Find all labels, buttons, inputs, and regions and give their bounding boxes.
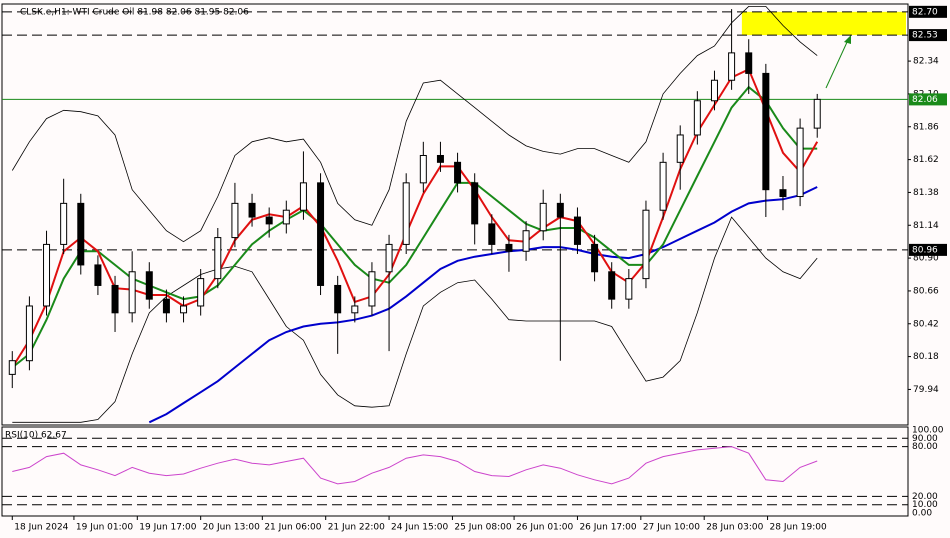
candle-body (60, 202, 68, 245)
zone (741, 11, 906, 36)
candle-body (522, 230, 530, 252)
candle-body (197, 278, 205, 307)
x-tick-label: 18 Jun 2024 (14, 523, 68, 533)
candle-body (436, 154, 444, 163)
candle-body (642, 209, 650, 280)
candle-body (368, 271, 376, 307)
candle-body (676, 134, 684, 163)
annotation-arrow (825, 39, 849, 89)
candle-body (608, 271, 616, 300)
candle-body (214, 237, 222, 280)
candle-body (471, 182, 479, 225)
candle-body (693, 100, 701, 136)
candle-body (8, 360, 16, 375)
y-tick-label: 81.14 (913, 221, 939, 231)
y-tick-label: 80.66 (913, 286, 939, 296)
candle-body (299, 182, 307, 211)
y-tick-label: 80.90 (913, 254, 939, 264)
rsi-line (12, 446, 818, 485)
x-tick-label: 25 Jun 08:00 (454, 523, 511, 533)
candle-body (317, 182, 325, 286)
candle-body (762, 72, 770, 191)
candle-body (385, 243, 393, 273)
candle-body (248, 202, 256, 218)
candle-body (145, 271, 153, 300)
level-label-box (909, 29, 947, 42)
x-tick-label: 26 Jun 17:00 (579, 523, 636, 533)
candle-body (111, 284, 119, 314)
y-tick-label: 81.62 (913, 155, 939, 165)
rsi-tick-label: 10.00 (912, 500, 938, 510)
candle-body (556, 202, 564, 218)
candle-body (94, 264, 102, 286)
x-tick-label: 27 Jun 10:00 (643, 523, 700, 533)
candle-body (573, 216, 581, 245)
chart-title: CLSK.e,H1: WTI Crude Oil 81.98 82.06 81.… (20, 8, 249, 18)
candle-body (162, 298, 170, 314)
candle-body (402, 182, 410, 245)
candle-body (334, 284, 342, 314)
candle-body (282, 209, 290, 225)
candle-body (710, 79, 718, 102)
candle-body (454, 161, 462, 184)
x-tick-label: 26 Jun 01:00 (516, 523, 573, 533)
candle-body (728, 52, 736, 81)
candle-body (779, 189, 787, 198)
candle-body (539, 202, 547, 232)
candle-body (180, 305, 188, 314)
x-tick-label: 21 Jun 22:00 (328, 523, 385, 533)
price-panel (1, 3, 909, 426)
rsi-tick-label: 90.00 (912, 434, 938, 444)
rsi-panel (1, 426, 909, 517)
level-label-box (909, 243, 947, 256)
indicator-line (12, 216, 818, 423)
candle-body (796, 127, 804, 198)
level-label: 82.70 (912, 7, 938, 17)
indicator-line (148, 186, 818, 424)
candle-body (488, 223, 496, 245)
indicator-line (11, 6, 818, 243)
rsi-tick-label: 20.00 (912, 492, 938, 502)
rsi-tick-label: 80.00 (912, 442, 938, 452)
y-tick-label: 82.34 (913, 57, 939, 67)
x-tick-label: 20 Jun 13:00 (203, 523, 260, 533)
rsi-tick-label: 100.00 (912, 426, 944, 436)
rsi-title: RSI(10) 62.67 (5, 431, 67, 441)
level-label-box (909, 5, 947, 18)
y-tick-label: 80.42 (913, 319, 939, 329)
level-label: 82.06 (912, 95, 938, 105)
candle-body (625, 278, 633, 300)
level-label: 80.96 (912, 245, 938, 255)
level-label-box (909, 93, 947, 106)
rsi-tick-label: 0.00 (912, 509, 932, 519)
candle-body (265, 216, 273, 225)
candle-body (419, 154, 427, 184)
candle-body (231, 202, 239, 239)
candle-body (43, 243, 51, 307)
y-tick-label: 80.18 (913, 352, 939, 362)
candle-body (77, 202, 85, 266)
x-tick-label: 19 Jun 17:00 (139, 523, 196, 533)
y-tick-label: 81.86 (913, 122, 939, 132)
candle-body (813, 98, 821, 129)
candle-body (659, 161, 667, 211)
x-tick-label: 19 Jun 01:00 (76, 523, 133, 533)
y-tick-label: 81.38 (913, 188, 939, 198)
x-tick-label: 28 Jun 03:00 (706, 523, 763, 533)
x-tick-label: 24 Jun 15:00 (391, 523, 448, 533)
level-label: 82.53 (912, 31, 938, 41)
candle-body (591, 243, 599, 273)
candle-body (351, 305, 359, 314)
candle-body (745, 52, 753, 74)
x-tick-label: 21 Jun 06:00 (264, 523, 321, 533)
candle-body (505, 243, 513, 252)
candle-body (25, 305, 33, 362)
candle-body (128, 271, 136, 314)
y-tick-label: 79.94 (913, 385, 939, 395)
x-tick-label: 28 Jun 19:00 (770, 523, 827, 533)
annotation-arrowhead (844, 35, 851, 44)
